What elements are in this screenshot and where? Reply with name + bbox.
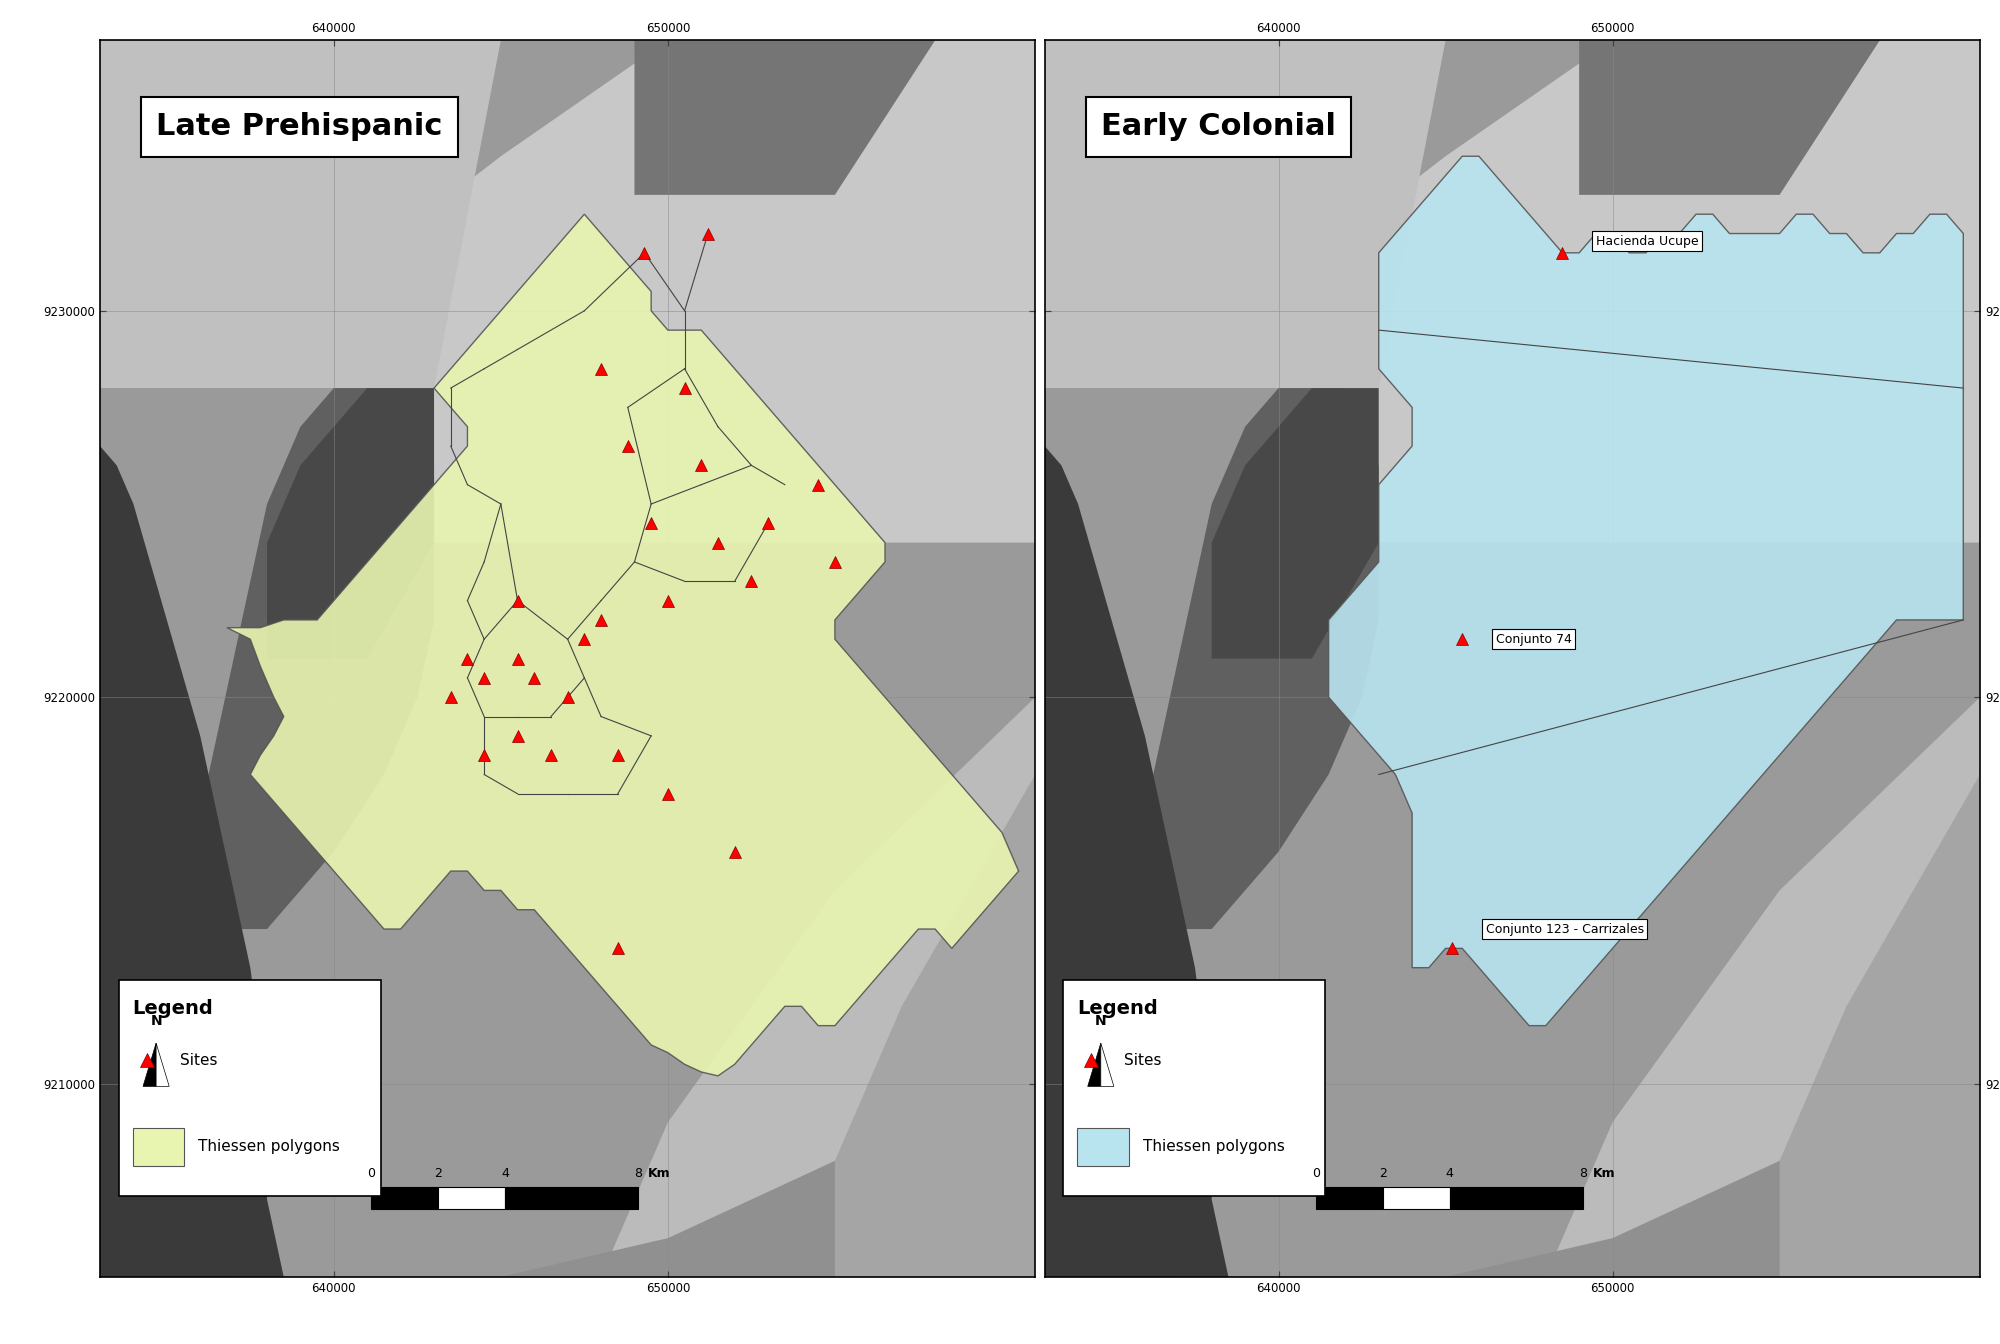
Polygon shape <box>268 388 434 659</box>
Polygon shape <box>500 1007 1036 1277</box>
FancyBboxPatch shape <box>1064 980 1326 1196</box>
Polygon shape <box>156 1043 170 1086</box>
Polygon shape <box>1446 1007 1980 1277</box>
Bar <box>1382 1187 1450 1208</box>
Polygon shape <box>1328 156 1964 1025</box>
Polygon shape <box>834 774 1036 1277</box>
Polygon shape <box>602 698 1036 1277</box>
Polygon shape <box>1212 388 1378 659</box>
Polygon shape <box>634 40 936 195</box>
Polygon shape <box>1780 774 1980 1277</box>
Polygon shape <box>1546 698 1980 1277</box>
Polygon shape <box>1044 40 1206 1277</box>
Polygon shape <box>1100 1043 1114 1086</box>
Polygon shape <box>184 388 434 929</box>
Polygon shape <box>144 1043 156 1086</box>
Polygon shape <box>1044 446 1228 1277</box>
Polygon shape <box>400 40 1036 543</box>
Text: 2: 2 <box>1378 1168 1386 1180</box>
Text: Sites: Sites <box>180 1052 218 1068</box>
Polygon shape <box>226 214 1018 1075</box>
Polygon shape <box>1088 1043 1100 1086</box>
Text: Late Prehispanic: Late Prehispanic <box>156 113 442 141</box>
FancyBboxPatch shape <box>1074 1013 1126 1107</box>
Text: Km: Km <box>648 1168 670 1180</box>
Text: Legend: Legend <box>132 999 214 1017</box>
Text: Sites: Sites <box>1124 1052 1162 1068</box>
Bar <box>372 1187 438 1208</box>
Text: Legend: Legend <box>1078 999 1158 1017</box>
Polygon shape <box>1346 40 1980 543</box>
Text: 0: 0 <box>368 1168 376 1180</box>
Bar <box>1078 1129 1128 1165</box>
Text: 8: 8 <box>634 1168 642 1180</box>
Polygon shape <box>100 446 284 1277</box>
FancyBboxPatch shape <box>118 980 380 1196</box>
Polygon shape <box>1128 388 1378 929</box>
Text: 4: 4 <box>500 1168 508 1180</box>
Polygon shape <box>100 40 500 388</box>
Text: Thiessen polygons: Thiessen polygons <box>1142 1140 1284 1154</box>
Bar <box>438 1187 504 1208</box>
Text: Km: Km <box>1592 1168 1616 1180</box>
Polygon shape <box>1580 40 1880 195</box>
Bar <box>504 1187 638 1208</box>
Text: Conjunto 123 - Carrizales: Conjunto 123 - Carrizales <box>1486 922 1644 935</box>
Bar <box>1316 1187 1382 1208</box>
Text: Hacienda Ucupe: Hacienda Ucupe <box>1596 235 1698 247</box>
Text: N: N <box>150 1015 162 1028</box>
Polygon shape <box>100 40 260 1277</box>
FancyBboxPatch shape <box>130 1013 182 1107</box>
Text: Conjunto 74: Conjunto 74 <box>1496 633 1572 645</box>
Text: N: N <box>1094 1015 1106 1028</box>
Text: 4: 4 <box>1446 1168 1454 1180</box>
Text: Early Colonial: Early Colonial <box>1100 113 1336 141</box>
Text: 0: 0 <box>1312 1168 1320 1180</box>
Bar <box>1450 1187 1584 1208</box>
Text: Thiessen polygons: Thiessen polygons <box>198 1140 340 1154</box>
Text: 8: 8 <box>1580 1168 1588 1180</box>
Bar <box>132 1129 184 1165</box>
Text: 2: 2 <box>434 1168 442 1180</box>
Polygon shape <box>1044 40 1446 388</box>
